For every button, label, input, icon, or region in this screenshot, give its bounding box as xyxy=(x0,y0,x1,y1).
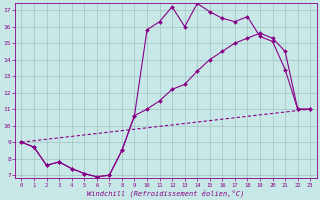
X-axis label: Windchill (Refroidissement éolien,°C): Windchill (Refroidissement éolien,°C) xyxy=(87,189,244,197)
